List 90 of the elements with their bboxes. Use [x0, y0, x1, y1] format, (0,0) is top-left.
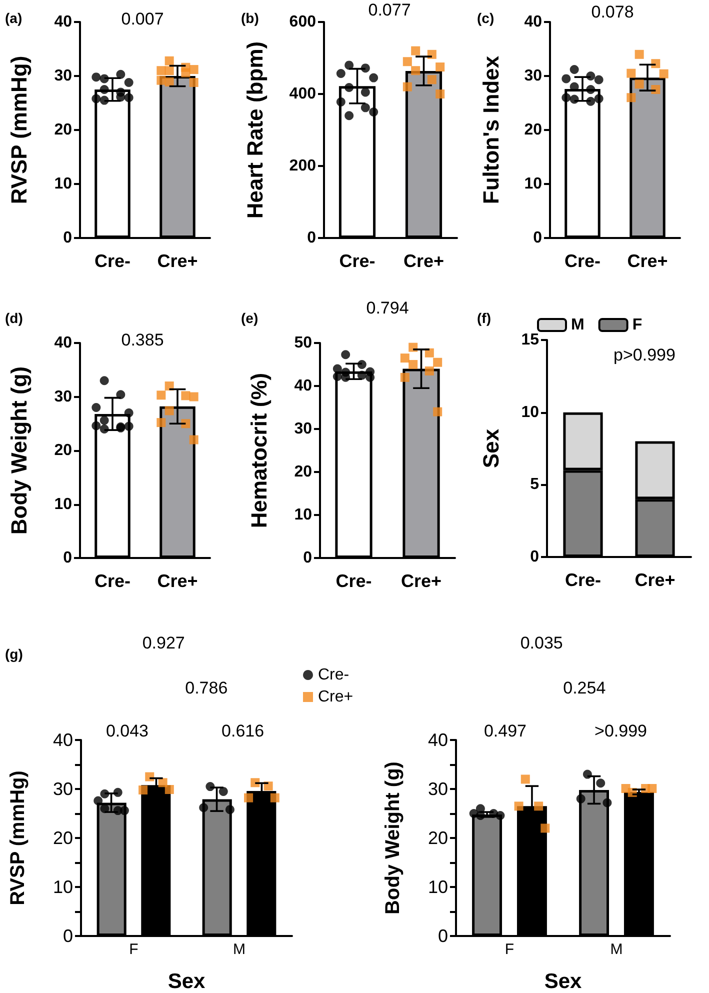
x-tick-label: F — [129, 941, 138, 958]
chart-title: (g) — [5, 646, 23, 662]
y-tick-label: 0 — [530, 548, 540, 566]
text: 0.077 — [368, 0, 411, 20]
y-tick-label: 0 — [533, 230, 542, 246]
y-tick-label: 20 — [52, 828, 73, 848]
x-tick-label: Cre- — [94, 571, 131, 591]
y-axis-title: RVSP (mmHg) — [6, 56, 32, 204]
y-tick-label: 30 — [54, 68, 72, 84]
x-tick-label: Cre- — [564, 570, 602, 590]
y-tick-label: 20 — [54, 122, 72, 138]
y-tick-label: 600 — [289, 14, 316, 30]
x-tick-label: Cre+ — [157, 251, 198, 271]
chart-title: (f) — [477, 310, 491, 326]
y-axis-title: RVSP (mmHg) — [7, 770, 29, 906]
x-tick-label: Cre+ — [403, 251, 444, 271]
y-tick-label: 0 — [62, 926, 73, 946]
y-tick-label: 10 — [294, 506, 312, 524]
y-tick-label: 10 — [521, 404, 540, 421]
y-tick-label: 50 — [294, 334, 312, 352]
y-tick-label: 30 — [52, 779, 73, 799]
y-tick-label: 40 — [524, 14, 542, 30]
annotation: >0.999 — [594, 722, 648, 740]
y-axis-title: Body Weight (g) — [382, 762, 404, 914]
annotation: 0.616 — [222, 722, 264, 740]
chart-title: (e) — [241, 310, 258, 326]
legend-label: Cre+ — [318, 688, 354, 706]
y-tick-label: 5 — [530, 476, 540, 494]
y-tick-label: 40 — [54, 14, 72, 30]
legend-label: Cre- — [318, 666, 350, 684]
y-tick-label: 20 — [428, 828, 448, 848]
y-tick-label: 30 — [524, 68, 542, 84]
y-tick-label: 0 — [307, 230, 316, 246]
text: 0.254 — [563, 678, 606, 698]
y-tick-label: 200 — [289, 158, 316, 174]
y-tick-label: 10 — [54, 496, 72, 513]
legend-label: M — [571, 316, 584, 334]
x-axis-title: Sex — [168, 970, 206, 993]
x-tick-label: Cre+ — [400, 571, 442, 591]
y-tick-label: 40 — [54, 334, 72, 352]
text: 0.786 — [185, 678, 228, 698]
y-axis-title: Sex — [478, 428, 504, 468]
x-tick-label: M — [610, 941, 623, 958]
y-tick-label: 400 — [289, 86, 316, 102]
chart-title: (b) — [241, 10, 259, 26]
y-axis-title: Body Weight (g) — [6, 366, 32, 535]
y-tick-label: 0 — [438, 926, 448, 946]
x-tick-label: Cre- — [339, 251, 376, 271]
y-tick-label: 40 — [52, 730, 73, 750]
y-axis-title: Hematocrit (%) — [246, 372, 272, 528]
y-tick-label: 20 — [524, 122, 542, 138]
annotation: 0.385 — [121, 330, 164, 350]
y-tick-label: 40 — [294, 378, 312, 394]
y-tick-label: 10 — [524, 176, 542, 192]
text: 0.927 — [142, 634, 185, 652]
x-tick-label: Cre- — [94, 251, 131, 271]
y-axis-title: Fulton's Index — [478, 55, 504, 204]
y-tick-label: 0 — [63, 230, 72, 246]
annotation: 0.497 — [484, 722, 526, 740]
y-tick-label: 10 — [54, 176, 72, 192]
y-tick-label: 10 — [52, 877, 73, 897]
y-tick-label: 30 — [54, 388, 72, 406]
x-tick-label: F — [504, 941, 514, 958]
text: 0.078 — [591, 2, 634, 22]
y-tick-label: 20 — [54, 442, 72, 459]
y-tick-label: 0 — [63, 550, 72, 566]
x-axis-title: Sex — [544, 970, 582, 993]
y-axis-title: Heart Rate (bpm) — [242, 41, 268, 219]
annotation: 0.007 — [121, 10, 164, 28]
chart-title: (d) — [5, 310, 23, 326]
x-tick-label: Cre+ — [627, 251, 668, 271]
y-tick-label: 30 — [428, 779, 448, 799]
y-tick-label: 0 — [303, 550, 312, 566]
x-tick-label: Cre- — [564, 251, 601, 271]
y-tick-label: 40 — [428, 730, 448, 750]
annotation: p>0.999 — [614, 346, 676, 364]
y-tick-label: 15 — [521, 332, 540, 348]
legend-label: F — [632, 316, 642, 334]
x-tick-label: Cre+ — [157, 571, 198, 591]
y-tick-label: 20 — [294, 464, 312, 480]
y-tick-label: 10 — [428, 877, 448, 897]
chart-title: (a) — [5, 10, 22, 26]
text: 0.035 — [520, 634, 563, 652]
annotation: 0.043 — [106, 722, 148, 740]
x-tick-label: M — [233, 941, 246, 958]
x-tick-label: Cre+ — [634, 570, 676, 590]
y-tick-label: 30 — [294, 420, 312, 438]
text: 0.794 — [366, 298, 409, 318]
x-tick-label: Cre- — [336, 571, 372, 591]
chart-title: (c) — [477, 10, 494, 26]
